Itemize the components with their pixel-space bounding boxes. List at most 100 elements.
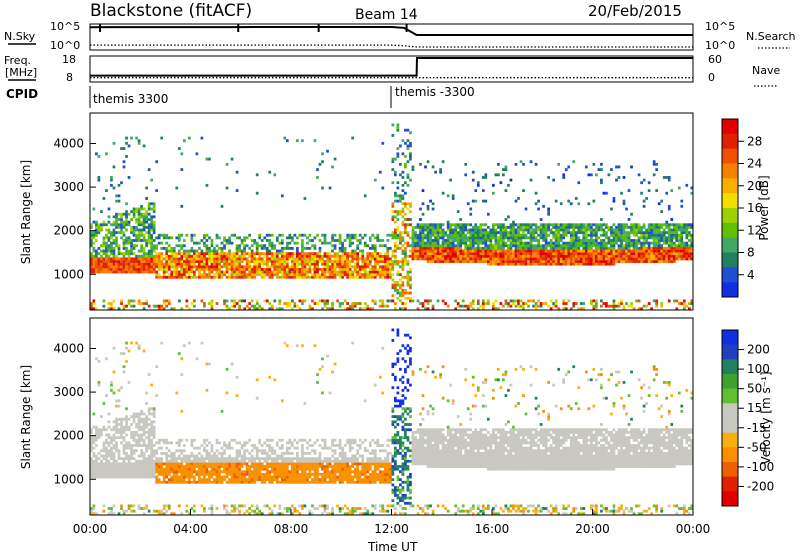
data-cell xyxy=(125,475,128,479)
data-cell xyxy=(205,388,209,392)
data-cell xyxy=(353,267,357,271)
data-cell xyxy=(160,307,164,311)
data-cell xyxy=(497,246,500,250)
data-cell xyxy=(253,252,257,256)
data-cell xyxy=(132,265,136,269)
data-cell xyxy=(193,454,196,458)
data-cell xyxy=(469,246,473,250)
data-cell xyxy=(238,509,241,513)
data-cell xyxy=(625,249,628,253)
data-cell xyxy=(135,267,138,271)
data-cell xyxy=(587,173,591,177)
data-cell xyxy=(419,254,422,258)
data-cell xyxy=(110,233,113,237)
data-cell xyxy=(667,260,671,263)
data-cell xyxy=(203,462,206,466)
data-cell xyxy=(534,254,538,258)
data-cell xyxy=(547,223,550,227)
data-cell xyxy=(559,223,563,227)
data-cell xyxy=(549,257,553,261)
data-cell xyxy=(605,246,608,250)
data-cell xyxy=(461,252,465,256)
data-cell xyxy=(291,273,294,277)
data-cell xyxy=(155,244,159,248)
data-cell xyxy=(313,236,317,240)
data-cell xyxy=(331,307,334,311)
data-cell xyxy=(155,260,159,263)
data-cell xyxy=(600,299,603,303)
data-cell xyxy=(502,260,505,263)
data-cell xyxy=(90,233,93,237)
data-cell xyxy=(542,249,545,253)
data-cell xyxy=(318,162,322,166)
data-cell xyxy=(220,462,224,466)
data-cell xyxy=(419,233,422,237)
data-cell xyxy=(291,270,294,274)
data-cell xyxy=(577,228,581,232)
data-cell xyxy=(198,467,201,471)
data-cell xyxy=(218,465,221,468)
data-cell xyxy=(489,252,493,256)
data-cell xyxy=(255,173,259,177)
data-cell xyxy=(394,246,397,250)
data-cell xyxy=(275,260,279,263)
data-cell xyxy=(672,223,676,227)
data-cell xyxy=(235,394,239,397)
data-cell xyxy=(208,475,211,479)
data-cell xyxy=(90,267,93,271)
data-cell xyxy=(404,307,407,311)
data-cell xyxy=(92,220,96,224)
data-cell xyxy=(155,465,159,468)
data-cell xyxy=(602,244,606,248)
data-cell xyxy=(396,291,400,295)
data-cell xyxy=(630,223,633,227)
data-cell xyxy=(100,470,103,474)
data-cell xyxy=(532,299,535,303)
data-cell xyxy=(456,302,460,305)
data-cell xyxy=(677,239,681,242)
data-cell xyxy=(454,246,458,250)
data-cell xyxy=(542,254,545,258)
data-cell xyxy=(567,228,571,232)
data-cell xyxy=(97,360,101,363)
data-cell xyxy=(476,307,480,311)
data-cell xyxy=(492,260,495,263)
data-cell xyxy=(690,239,694,242)
data-cell xyxy=(456,260,460,263)
data-cell xyxy=(348,233,352,237)
data-cell xyxy=(361,260,365,263)
data-cell xyxy=(105,265,108,269)
data-cell xyxy=(605,257,608,261)
data-cell xyxy=(338,267,342,271)
data-cell xyxy=(303,262,307,266)
data-cell xyxy=(514,244,518,248)
data-cell xyxy=(223,475,226,479)
data-cell xyxy=(306,273,309,277)
data-cell xyxy=(115,262,118,266)
data-cell xyxy=(610,244,613,248)
data-cell xyxy=(549,239,553,242)
data-cell xyxy=(499,236,503,240)
data-cell xyxy=(401,215,405,219)
data-cell xyxy=(142,267,146,271)
data-cell xyxy=(399,233,402,237)
data-cell xyxy=(519,223,523,227)
data-cell xyxy=(110,446,113,450)
data-cell xyxy=(376,236,380,240)
data-cell xyxy=(180,275,184,279)
data-cell xyxy=(137,475,141,479)
data-cell xyxy=(265,233,269,237)
data-cell xyxy=(127,249,131,253)
data-cell xyxy=(170,262,174,266)
data-cell xyxy=(142,225,146,229)
data-cell xyxy=(311,299,314,303)
data-cell xyxy=(115,399,118,403)
data-cell xyxy=(348,273,352,277)
data-cell xyxy=(512,302,515,305)
data-cell xyxy=(655,231,659,235)
nsearch-ytick-top: 10^5 xyxy=(705,20,735,33)
data-cell xyxy=(213,472,216,476)
data-cell xyxy=(150,459,154,463)
data-cell xyxy=(122,472,126,476)
data-cell xyxy=(213,459,216,463)
